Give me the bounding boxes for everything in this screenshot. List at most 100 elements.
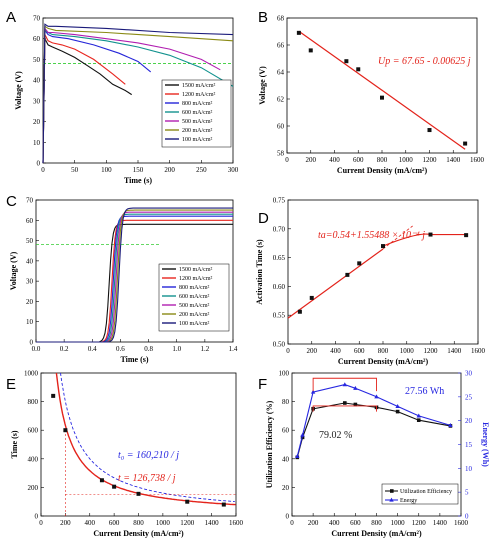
x-tick-label: 400 xyxy=(329,156,340,164)
x-tick-label: 0 xyxy=(285,156,289,164)
panel-label: B xyxy=(258,9,268,26)
legend-label: 600 mA/cm² xyxy=(179,294,209,300)
x-tick-label: 1600 xyxy=(229,519,244,527)
y-tick-label: 0.55 xyxy=(273,312,286,320)
legend-label: 1500 mA/cm² xyxy=(179,267,212,273)
data-point xyxy=(344,59,349,64)
x-axis-label: Current Density (mA/cm²) xyxy=(338,357,429,366)
data-point xyxy=(380,95,384,100)
y-tick-label: 66 xyxy=(277,42,285,50)
fit-extension xyxy=(382,225,413,250)
x-tick-label: 200 xyxy=(60,519,71,527)
y-axis-label: Utilization Efficiency (%) xyxy=(265,400,274,488)
x-axis-label: Current Density (mA/cm²) xyxy=(331,529,422,538)
x-tick-label: 0 xyxy=(290,519,294,527)
panel-label: A xyxy=(6,9,16,26)
y2-tick-label: 20 xyxy=(465,417,473,425)
fit-equation: ta=0.54+1.55488 × 10⁻⁴ j xyxy=(318,230,425,241)
x-tick-label: 600 xyxy=(109,519,120,527)
y-tick-label: 60 xyxy=(26,217,34,225)
y-tick-label: 50 xyxy=(26,237,34,245)
efficiency-bracket xyxy=(312,405,377,412)
x-tick-label: 1000 xyxy=(391,519,406,527)
plot-frame xyxy=(287,199,479,345)
y-tick-label: 80 xyxy=(282,398,290,406)
data-point xyxy=(221,502,226,507)
y-tick-label: 60 xyxy=(33,35,41,43)
efficiency-point xyxy=(416,418,421,422)
x-tick-label: 50 xyxy=(71,166,79,174)
data-point xyxy=(345,272,350,277)
x-tick-label: 200 xyxy=(307,347,318,355)
y-tick-label: 58 xyxy=(277,150,285,158)
panel-label: D xyxy=(258,210,269,227)
y-tick-label: 40 xyxy=(282,455,290,463)
energy-point xyxy=(395,403,400,408)
data-point xyxy=(357,261,362,266)
energy-bracket xyxy=(312,377,377,392)
energy-point xyxy=(310,389,316,394)
fit-equation: Up = 67.65 - 0.00625 j xyxy=(378,56,471,67)
x-tick-label: 0.8 xyxy=(144,345,153,353)
y2-tick-label: 15 xyxy=(465,441,473,449)
y-tick-label: 0.70 xyxy=(273,225,286,233)
x-tick-label: 200 xyxy=(308,519,319,527)
x-tick-label: 1400 xyxy=(205,519,220,527)
x-tick-label: 0.0 xyxy=(32,345,41,353)
x-tick-label: 0 xyxy=(41,166,45,174)
legend-label: 500 mA/cm² xyxy=(179,303,209,309)
x-tick-label: 800 xyxy=(133,519,144,527)
data-point xyxy=(99,478,104,483)
y-tick-label: 0.65 xyxy=(273,254,286,262)
data-point xyxy=(185,499,190,504)
x-tick-label: 1200 xyxy=(423,156,438,164)
y-tick-label: 64 xyxy=(277,69,285,77)
panel-b: B 0 200 400 600 800 1000 1200 1400 1600 58 60 62 64 66… xyxy=(258,9,485,175)
ideal-curve xyxy=(60,372,235,503)
series-line xyxy=(36,207,233,343)
y-axis-label: Voltage (V) xyxy=(14,71,23,110)
legend-label: 100 mA/cm² xyxy=(179,321,209,327)
y-tick-label: 800 xyxy=(28,398,39,406)
x-tick-label: 1600 xyxy=(471,347,486,355)
efficiency-point xyxy=(343,401,347,405)
fit-line xyxy=(298,30,466,150)
legend-label: Energy xyxy=(400,498,417,504)
x-tick-label: 1000 xyxy=(400,347,415,355)
x-tick-label: 1000 xyxy=(399,156,414,164)
x-tick-label: 0 xyxy=(39,519,43,527)
y-axis-label: Voltage (V) xyxy=(9,251,18,290)
data-point xyxy=(308,48,313,53)
x-tick-label: 800 xyxy=(378,347,389,355)
panel-e: E 0 200 400 600 800 1000 1200 1400 1600 0 200 400 600… xyxy=(6,370,244,539)
data-point xyxy=(63,428,68,433)
y2-tick-label: 0 xyxy=(465,513,469,521)
y-tick-label: 400 xyxy=(28,455,39,463)
y-axis-label: Time (s) xyxy=(10,430,19,458)
series-line xyxy=(42,29,234,164)
y-tick-label: 20 xyxy=(26,298,34,306)
y-tick-label: 1000 xyxy=(24,370,39,378)
y-tick-label: 0.60 xyxy=(273,283,286,291)
series-line xyxy=(42,28,152,164)
data-point xyxy=(428,232,433,237)
plot-frame xyxy=(286,17,478,154)
y-tick-label: 0.75 xyxy=(273,197,286,205)
fit-line xyxy=(287,248,384,319)
y2-tick-label: 10 xyxy=(465,465,473,473)
x-tick-label: 1200 xyxy=(424,347,439,355)
y-tick-label: 100 xyxy=(279,370,290,378)
x-tick-label: 600 xyxy=(350,519,361,527)
y-tick-label: 50 xyxy=(33,56,41,64)
y-tick-label: 20 xyxy=(282,484,290,492)
y2-tick-label: 5 xyxy=(465,489,469,497)
legend-label: 600 mA/cm² xyxy=(182,110,212,116)
energy-point xyxy=(342,382,348,387)
energy-point xyxy=(448,423,453,428)
x-tick-label: 1600 xyxy=(454,519,469,527)
y-tick-label: 40 xyxy=(33,77,41,85)
y2-axis-label: Energy (Wh) xyxy=(481,422,490,467)
x-axis-label: Time (s) xyxy=(124,176,152,185)
data-point xyxy=(381,244,385,249)
